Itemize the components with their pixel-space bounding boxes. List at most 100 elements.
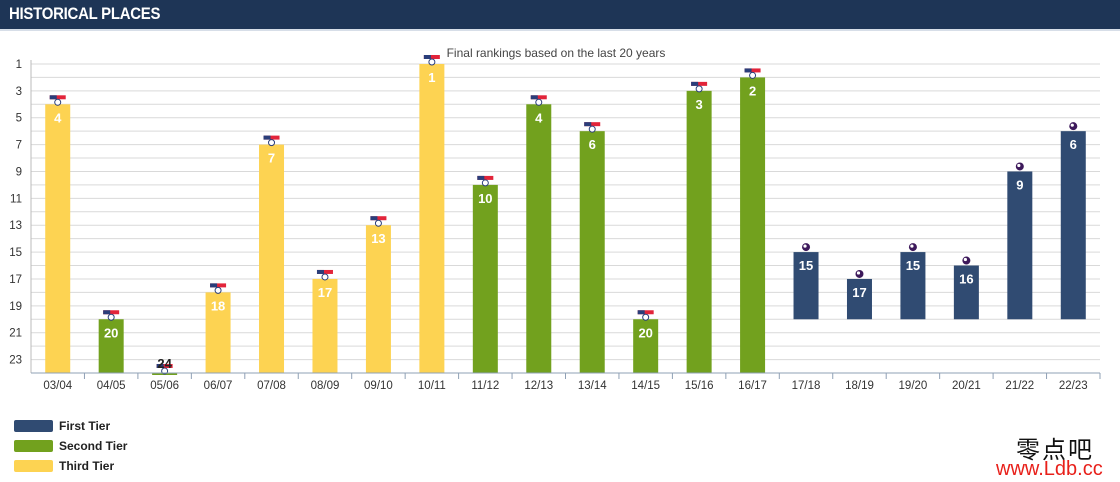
header-divider [0,29,1120,31]
x-tick-label: 18/19 [845,380,874,392]
y-tick-label: 9 [16,166,22,178]
y-tick-label: 23 [9,355,22,367]
league-badge-icon [316,269,333,281]
y-tick-label: 19 [9,301,22,313]
data-label: 4 [54,110,62,125]
x-tick-label: 22/23 [1059,380,1088,392]
bar[interactable] [953,265,979,320]
data-label: 15 [906,258,920,273]
y-tick-label: 7 [16,140,22,152]
league-badge-icon [423,55,440,66]
league-badge-icon [49,95,66,106]
bar[interactable] [365,225,391,373]
league-badge-icon [1069,122,1078,131]
x-tick-label: 12/13 [524,380,553,392]
x-tick-label: 10/11 [418,380,446,392]
bar[interactable] [312,278,338,373]
bar[interactable] [579,131,605,373]
league-badge-icon [530,95,547,106]
x-tick-label: 11/12 [471,380,499,392]
league-badge-icon [584,122,601,133]
league-badge-icon [691,81,708,93]
league-badge-icon [908,243,917,252]
x-tick-label: 19/20 [899,380,928,392]
x-tick-label: 16/17 [738,380,767,392]
league-badge-icon [744,68,761,79]
data-label: 6 [589,137,596,152]
watermark-chinese: 零点吧 [1016,436,1094,464]
league-badge-icon [855,269,864,278]
bar[interactable] [45,104,71,373]
data-label: 16 [959,272,973,287]
data-label: 1 [428,70,435,85]
data-label: 2 [749,83,756,98]
header-bar: HISTORICAL PLACES [0,0,1120,29]
bar[interactable] [98,319,124,373]
legend-item-first-tier[interactable]: First Tier [14,416,127,436]
bar[interactable] [419,64,445,373]
bar[interactable] [846,278,872,320]
bar[interactable] [205,292,231,373]
bar[interactable] [1060,131,1086,320]
league-badge-icon [1015,162,1024,171]
bar[interactable] [686,90,712,373]
bar[interactable] [900,252,926,320]
bar[interactable] [1007,171,1033,320]
x-tick-label: 14/15 [631,380,660,392]
data-label: 17 [852,285,866,300]
y-tick-label: 13 [9,220,22,232]
data-label: 20 [104,325,118,340]
rankings-chart: Final rankings based on the last 20 year… [9,46,1101,392]
data-label: 20 [638,325,652,340]
data-label: 24 [157,356,172,371]
legend-label: Second Tier [59,439,128,453]
legend-swatch-first-tier [14,420,53,432]
league-badge-icon [962,256,971,265]
league-badge-icon [210,283,227,294]
y-tick-label: 15 [9,247,22,259]
chart-title: Final rankings based on the last 20 year… [447,46,666,60]
x-tick-label: 15/16 [685,380,714,392]
x-tick-label: 04/05 [97,380,126,392]
legend-label: Third Tier [59,459,115,473]
x-tick-label: 17/18 [792,380,821,392]
x-tick-label: 09/10 [364,380,393,392]
x-tick-label: 06/07 [204,380,233,392]
bar[interactable] [472,184,498,373]
data-label: 10 [478,191,492,206]
league-badge-icon [370,216,387,227]
legend: First Tier Second Tier Third Tier [14,416,127,476]
x-tick-label: 05/06 [150,380,179,392]
data-label: 4 [535,110,543,125]
league-badge-icon [477,175,494,187]
data-label: 9 [1016,177,1023,192]
watermark-url: www.Ldb.cc [996,458,1103,480]
data-label: 7 [268,151,275,166]
bar[interactable] [633,319,659,373]
data-label: 15 [799,258,813,273]
bars: 4 20 24 18 7 17 13 1 10 4 6 20 3 2 15 17 15 16 9 6 [45,55,1086,375]
legend-item-second-tier[interactable]: Second Tier [14,436,127,456]
legend-swatch-second-tier [14,440,53,452]
x-tick-label: 08/09 [311,380,340,392]
legend-swatch-third-tier [14,460,53,472]
league-badge-icon [103,310,120,321]
bar[interactable] [740,77,766,373]
y-tick-label: 5 [16,113,22,125]
y-tick-label: 21 [9,328,22,340]
data-label: 17 [318,285,332,300]
legend-label: First Tier [59,419,111,433]
y-tick-label: 17 [9,274,22,286]
x-tick-label: 21/22 [1005,380,1034,392]
x-tick-label: 20/21 [952,380,981,392]
bar[interactable] [793,252,819,320]
league-badge-icon [263,135,280,147]
data-label: 13 [371,231,385,246]
bar[interactable] [259,144,285,373]
data-label: 18 [211,298,225,313]
legend-item-third-tier[interactable]: Third Tier [14,456,127,476]
league-badge-icon [802,243,811,252]
league-badge-icon [637,310,654,321]
grid-lines [31,63,1100,374]
bar[interactable] [526,104,552,373]
